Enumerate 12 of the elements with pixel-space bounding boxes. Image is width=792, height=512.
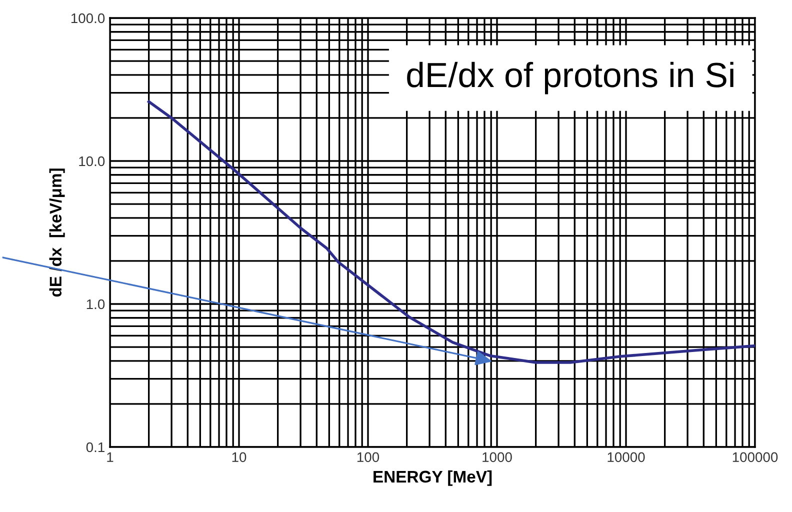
- y-tick-label: 0.1: [86, 442, 104, 452]
- x-tick-label: 10000: [608, 452, 645, 462]
- annotation: dE/dx of protons in Si: [407, 62, 734, 94]
- y-tick-label: 100.0: [71, 13, 105, 24]
- x-axis-title: ENERGY [MeV]: [374, 470, 492, 486]
- x-tick-label: 1000: [482, 452, 512, 462]
- x-tick-label: 1: [107, 452, 114, 462]
- x-tick-label: 10: [232, 452, 246, 462]
- y-tick-label: 10.0: [79, 156, 105, 166]
- x-tick-label: 100: [357, 452, 380, 462]
- y-tick-label: 1.0: [86, 299, 105, 310]
- x-tick-label: 100000: [732, 452, 778, 462]
